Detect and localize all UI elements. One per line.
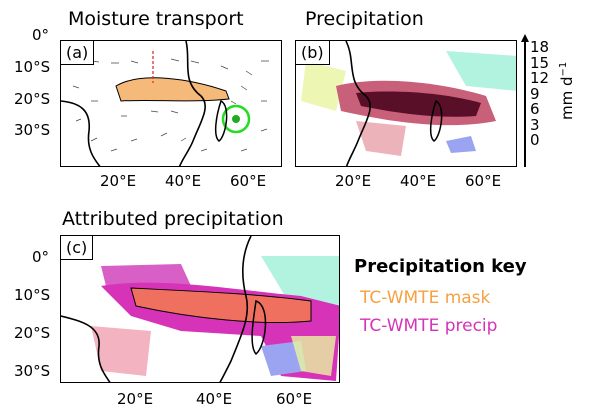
madagascar-coastline <box>251 300 267 356</box>
panel-a-title: Moisture transport <box>68 8 244 30</box>
lat-tick: 0° <box>32 26 50 44</box>
colorbar-arrow-icon <box>521 34 529 42</box>
colorbar-unit: mm d−1 <box>558 61 576 120</box>
panel-c-svg <box>61 236 339 382</box>
panel-c-label: (c) <box>61 236 94 260</box>
lon-tick: 60°E <box>276 390 313 408</box>
lon-tick: 60°E <box>230 172 267 190</box>
panel-a-map: (a) <box>60 40 282 167</box>
colorbar <box>524 38 526 167</box>
key-item-mask: TC-WMTE mask <box>360 288 491 308</box>
lon-tick: 60°E <box>465 172 502 190</box>
lon-tick: 40°E <box>196 390 233 408</box>
coastline <box>61 236 252 382</box>
lon-tick: 20°E <box>117 390 154 408</box>
panel-c-map: (c) <box>60 235 340 383</box>
lat-tick: 30°S <box>14 362 51 380</box>
lat-tick: 10°S <box>14 58 51 76</box>
lat-tick: 30°S <box>14 121 51 139</box>
coastline <box>61 41 206 166</box>
lon-tick: 40°E <box>400 172 437 190</box>
key-title: Precipitation key <box>354 256 527 277</box>
colorbar-ticks: 18 15 12 9 6 3 0 <box>530 38 550 149</box>
wind-vectors <box>71 58 269 152</box>
tc-center <box>232 115 240 123</box>
panel-b-label: (b) <box>296 41 330 65</box>
madagascar-coastline <box>214 99 228 142</box>
tc-wmte-mask <box>115 77 230 102</box>
panel-c-title: Attributed precipitation <box>62 208 284 230</box>
lat-tick: 10°S <box>14 286 51 304</box>
lon-tick: 20°E <box>100 172 137 190</box>
lat-tick: 20°S <box>14 324 51 342</box>
key-item-precip: TC-WMTE precip <box>360 316 498 336</box>
lon-tick: 20°E <box>335 172 372 190</box>
lon-tick: 40°E <box>165 172 202 190</box>
panel-a-svg <box>61 41 269 166</box>
tc-track-circle <box>221 104 251 134</box>
panel-a-label: (a) <box>61 41 95 65</box>
lat-tick: 0° <box>32 248 50 266</box>
lat-tick: 20°S <box>14 90 51 108</box>
panel-b-title: Precipitation <box>305 8 424 30</box>
panel-b-svg <box>301 41 516 166</box>
panel-b-map: (b) <box>295 40 517 167</box>
